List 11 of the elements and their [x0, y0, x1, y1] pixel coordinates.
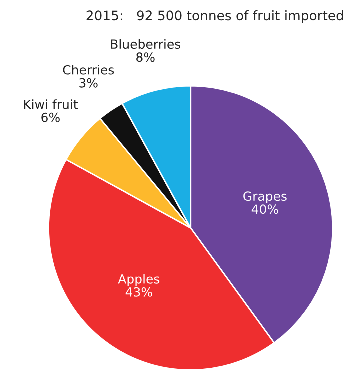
slice-label: Blueberries: [111, 39, 181, 50]
slice-label: Apples: [118, 274, 160, 286]
data-label: 3%: [80, 78, 98, 88]
chart-title: 2015: 92 500 tonnes of fruit imported: [86, 10, 344, 24]
data-label: 43%: [126, 287, 152, 297]
data-label: 40%: [252, 204, 278, 214]
slice-label: Kiwi fruit: [24, 100, 78, 110]
data-label: 6%: [42, 112, 60, 122]
data-label: 8%: [136, 52, 155, 62]
slice-label: Cherries: [63, 65, 114, 75]
slice-label: Grapes: [244, 192, 287, 204]
